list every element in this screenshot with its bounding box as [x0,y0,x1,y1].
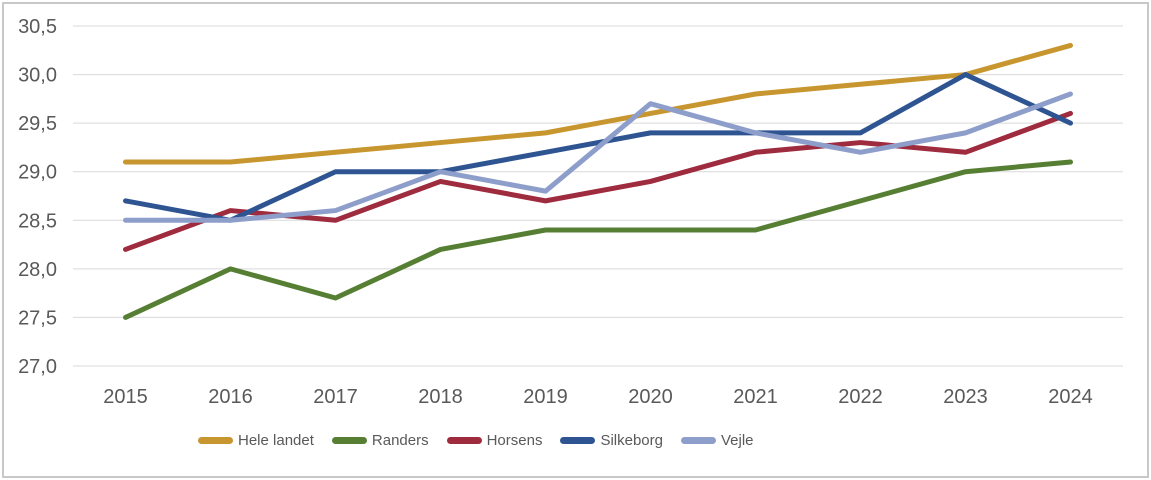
legend-label: Randers [371,432,429,449]
series-line-silkeborg [123,72,1073,223]
x-axis-tick-label: 2021 [733,386,778,408]
y-axis-tick-label: 28,5 [18,210,57,232]
legend-label: Horsens [486,432,543,449]
x-axis-tick-label: 2017 [313,386,358,408]
x-axis-tick-label: 2023 [943,386,988,408]
y-axis-tick-label: 27,0 [18,356,57,378]
chart-legend: Hele landet Randers Horsens Silkeborg Vejle [198,432,754,449]
y-axis-tick-label: 27,5 [18,307,57,329]
x-axis-tick-label: 2016 [208,386,253,408]
y-axis-tick-label: 30,0 [18,65,57,87]
legend-item-vejle: Vejle [681,432,754,449]
x-axis-tick-label: 2018 [418,386,463,408]
legend-item-hele-landet: Hele landet [198,432,314,449]
legend-swatch-vejle [681,437,716,444]
y-axis-tick-label: 29,5 [18,113,57,135]
x-axis-tick-label: 2015 [103,386,148,408]
y-axis-tick-label: 28,0 [18,259,57,281]
series-line-randers [123,159,1073,320]
x-axis-tick-label: 2024 [1048,386,1093,408]
legend-swatch-silkeborg [560,437,596,444]
legend-label: Vejle [721,432,754,449]
legend-item-randers: Randers [331,432,429,449]
x-axis-tick-label: 2020 [628,386,673,408]
legend-swatch-randers [331,437,367,444]
legend-swatch-horsens [446,437,482,444]
x-axis-tick-label: 2022 [838,386,883,408]
y-axis-tick-label: 29,0 [18,162,57,184]
legend-label: Silkeborg [600,432,663,449]
series-line-hele-landet [123,42,1073,165]
legend-item-horsens: Horsens [446,432,543,449]
y-axis-tick-label: 30,5 [18,16,57,38]
legend-item-silkeborg: Silkeborg [560,432,663,449]
series-line-vejle [123,91,1073,223]
legend-label: Hele landet [238,432,314,449]
legend-swatch-hele-landet [198,437,233,444]
x-axis-tick-label: 2019 [523,386,568,408]
